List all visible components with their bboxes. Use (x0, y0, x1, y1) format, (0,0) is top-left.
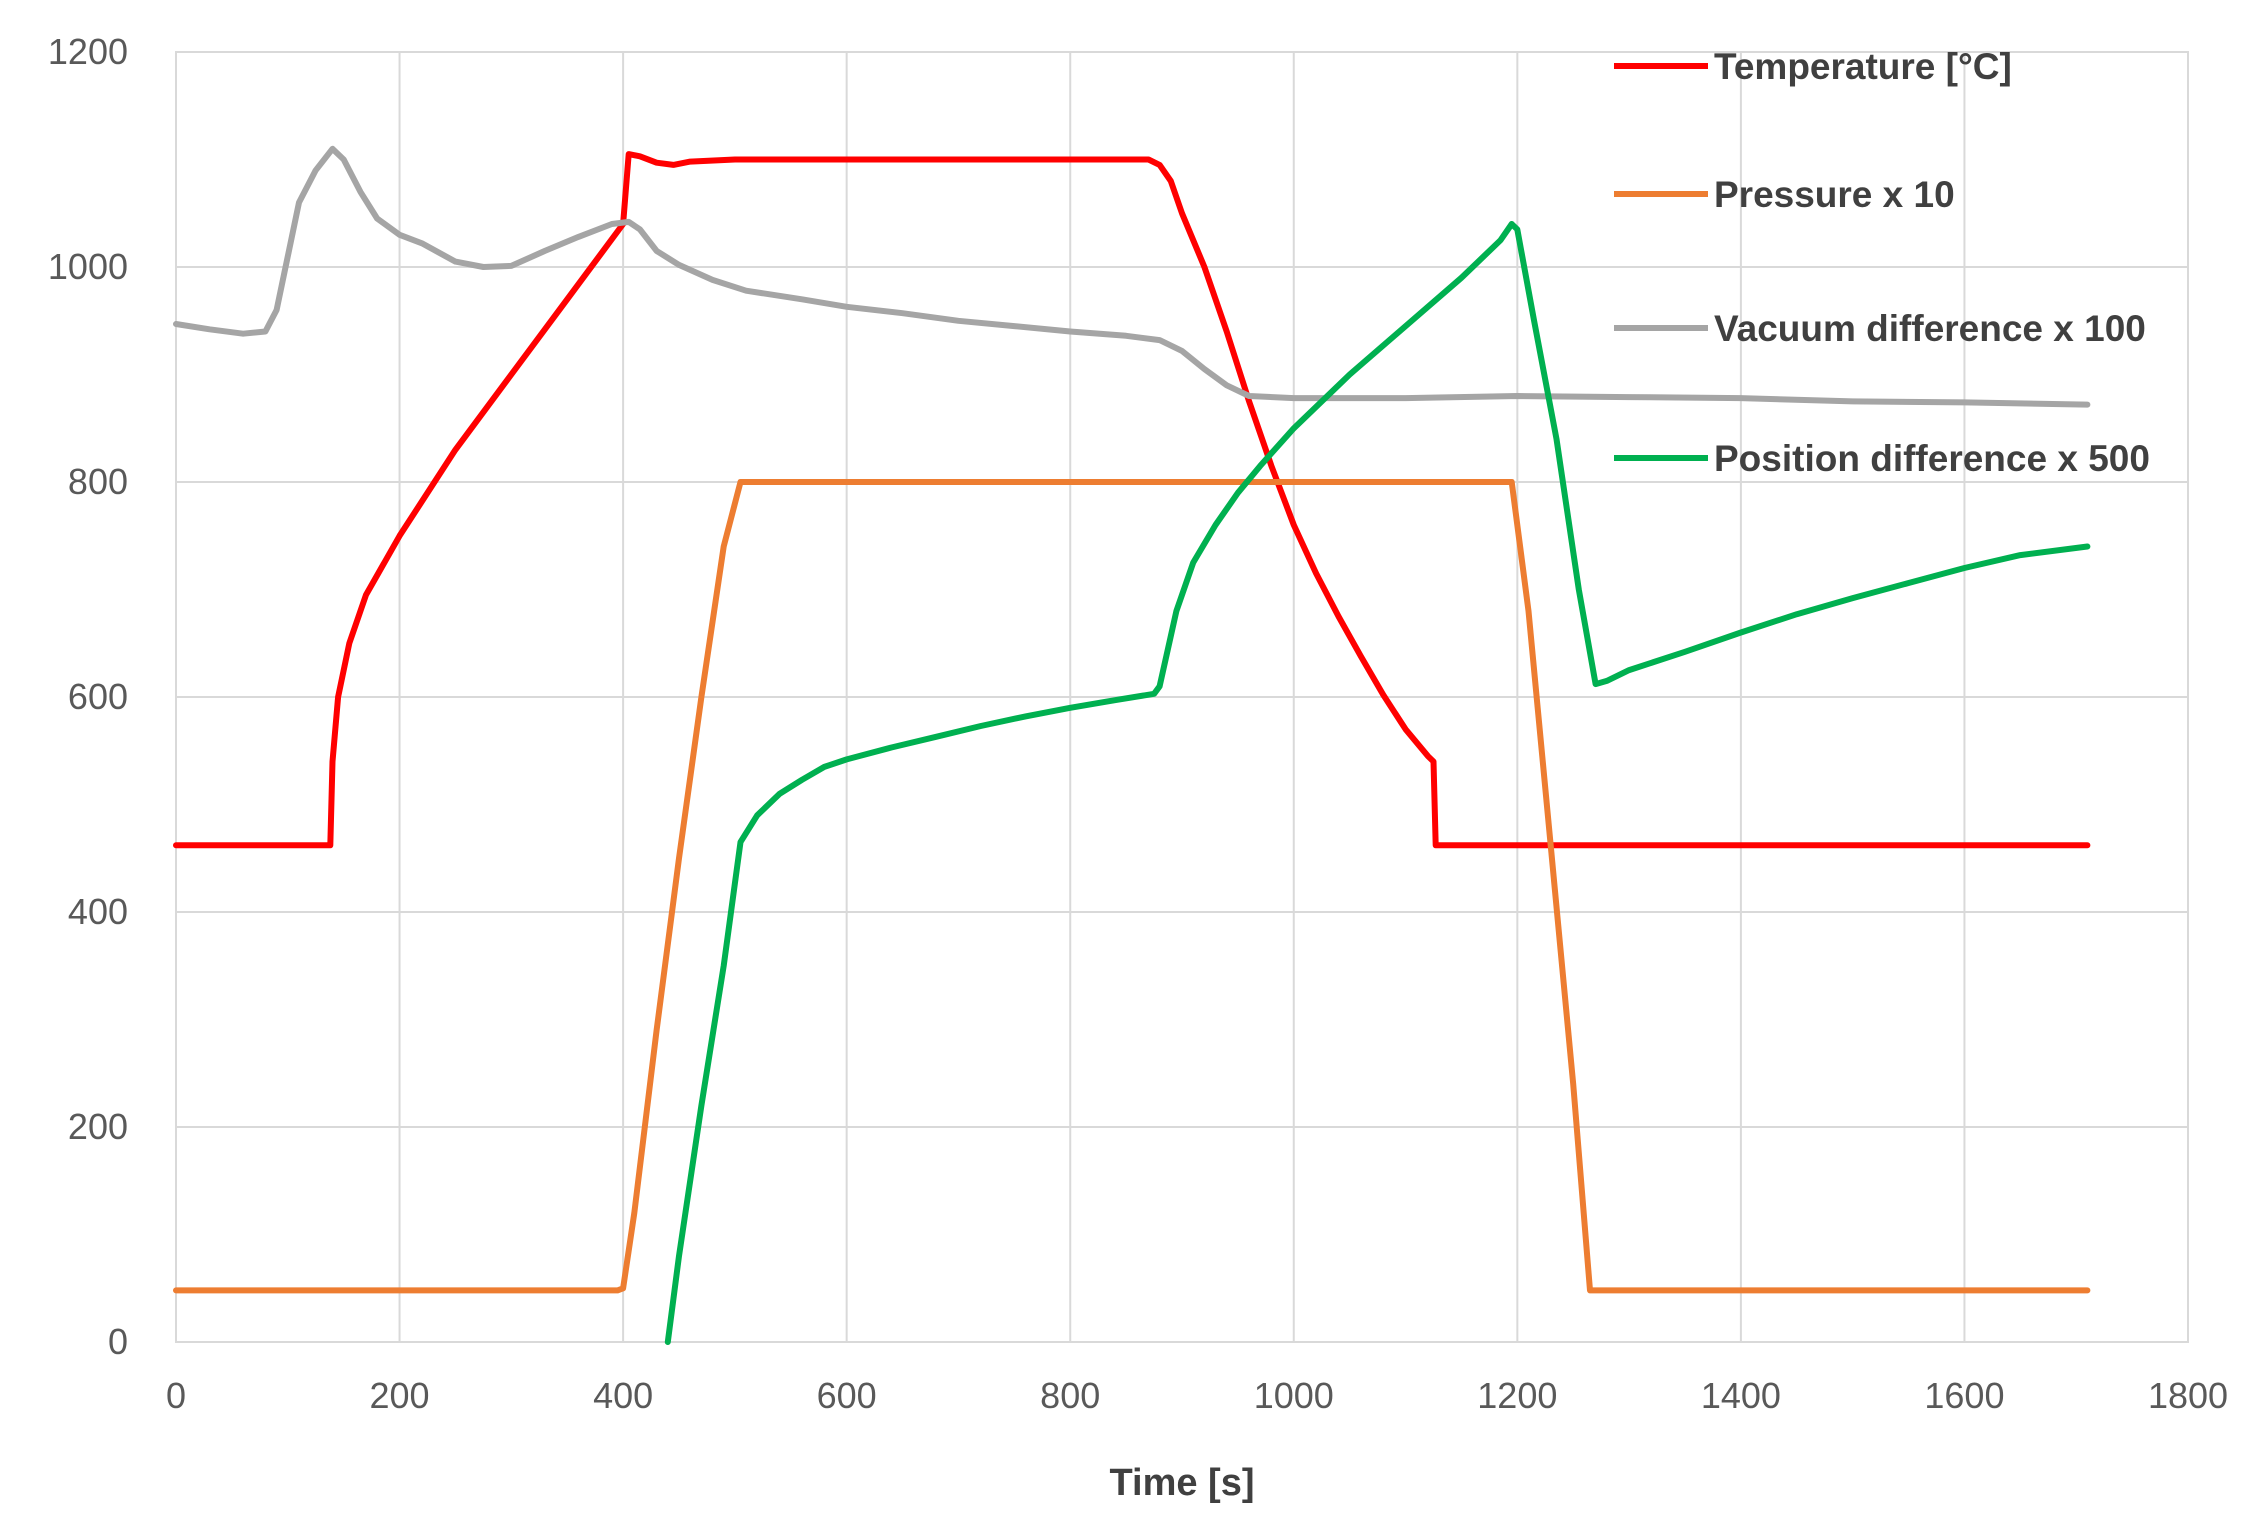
legend: Temperature [°C] Pressure x 10 Vacuum diff… (1614, 46, 2150, 479)
y-tick-label: 1000 (48, 246, 128, 287)
x-axis-title: Time [s] (1109, 1462, 1254, 1504)
legend-label-2: Vacuum difference x 100 (1714, 308, 2146, 349)
x-tick-label: 800 (1040, 1375, 1100, 1416)
x-tick-label: 600 (817, 1375, 877, 1416)
y-tick-label: 1200 (48, 31, 128, 72)
y-tick-label: 800 (68, 461, 128, 502)
y-tick-label: 0 (108, 1321, 128, 1362)
x-tick-label: 0 (166, 1375, 186, 1416)
y-axis-tick-labels: 0 200 400 600 800 1000 1200 (48, 31, 128, 1362)
legend-label-0: Temperature [°C] (1714, 46, 2012, 87)
y-tick-label: 400 (68, 891, 128, 932)
legend-label-3: Position difference x 500 (1714, 438, 2150, 479)
series-line-2 (173, 145, 2091, 408)
x-tick-label: 1000 (1254, 1375, 1334, 1416)
x-tick-label: 1600 (1924, 1375, 2004, 1416)
x-tick-label: 1200 (1477, 1375, 1557, 1416)
x-tick-label: 200 (370, 1375, 430, 1416)
legend-label-1: Pressure x 10 (1714, 174, 1955, 215)
x-tick-label: 1800 (2148, 1375, 2228, 1416)
series-line-1 (173, 479, 2091, 1294)
plot-area-border (175, 51, 2189, 1343)
series-line-0 (173, 151, 2091, 849)
y-tick-label: 600 (68, 676, 128, 717)
series-line-3 (664, 221, 2091, 1345)
x-tick-label: 400 (593, 1375, 653, 1416)
gridlines (175, 51, 2189, 1343)
x-tick-label: 1400 (1701, 1375, 1781, 1416)
x-axis-tick-labels: 0 200 400 600 800 1000 1200 1400 1600 1800 (166, 1375, 2228, 1416)
series-lines (173, 145, 2091, 1345)
y-tick-label: 200 (68, 1106, 128, 1147)
